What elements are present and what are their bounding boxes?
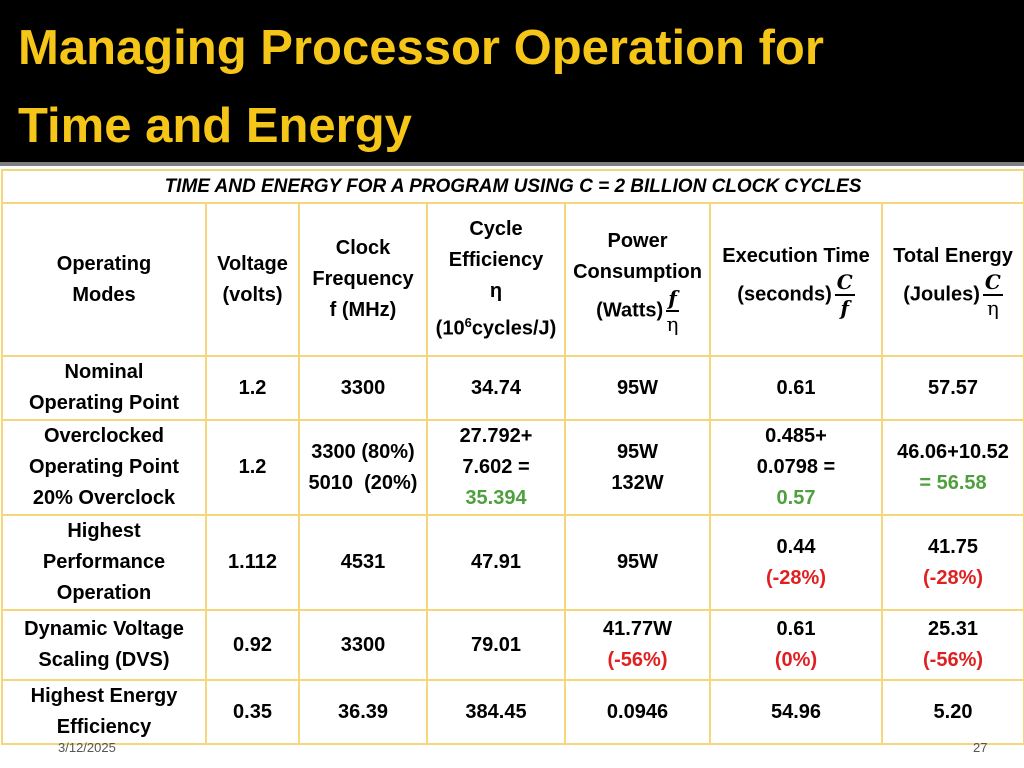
voltage-cell: 1.112 bbox=[205, 514, 300, 611]
exec-cell: 0.61 (0%) bbox=[709, 609, 883, 681]
title-bar: Managing Processor Operation for Time an… bbox=[0, 0, 1024, 162]
mode-cell: Overclocked Operating Point 20% Overclock bbox=[1, 419, 207, 516]
efficiency-cell: 47.91 bbox=[426, 514, 566, 611]
power-cell: 0.0946 bbox=[564, 679, 711, 745]
clock-cell: 36.39 bbox=[298, 679, 428, 745]
slide-title-line-2: Time and Energy bbox=[18, 99, 412, 153]
energy-cell: 57.57 bbox=[880, 355, 1024, 421]
voltage-cell: 0.92 bbox=[205, 609, 300, 681]
header-cycle-efficiency: Cycle Efficiency η (106cycles/J) bbox=[426, 202, 566, 357]
mode-cell: Highest Energy Efficiency bbox=[1, 679, 207, 745]
voltage-cell: 0.35 bbox=[205, 679, 300, 745]
mode-cell: Nominal Operating Point bbox=[1, 355, 207, 421]
header-modes: Operating Modes bbox=[1, 202, 207, 357]
power-cell: 95W bbox=[564, 514, 711, 611]
mode-cell: Highest Performance Operation bbox=[1, 514, 207, 611]
voltage-cell: 1.2 bbox=[205, 419, 300, 516]
power-cell: 41.77W (-56%) bbox=[564, 609, 711, 681]
voltage-cell: 1.2 bbox=[205, 355, 300, 421]
slide-number: 27 bbox=[973, 740, 988, 755]
clock-cell: 4531 bbox=[298, 514, 428, 611]
table-row: Dynamic Voltage Scaling (DVS) 0.92 3300 7… bbox=[1, 609, 1024, 681]
exec-cell: 0.485+ 0.0798 = 0.57 bbox=[709, 419, 883, 516]
efficiency-cell: 79.01 bbox=[426, 609, 566, 681]
slide-title-line-1: Managing Processor Operation for bbox=[18, 21, 824, 75]
efficiency-cell: 27.792+ 7.602 = 35.394 bbox=[426, 419, 566, 516]
header-power: Power Consumption (Watts) f η bbox=[564, 202, 711, 357]
exec-cell: 0.44 (-28%) bbox=[709, 514, 883, 611]
header-clock: Clock Frequency f (MHz) bbox=[298, 202, 428, 357]
efficiency-cell: 34.74 bbox=[426, 355, 566, 421]
table-row: Overclocked Operating Point 20% Overclock … bbox=[1, 419, 1024, 516]
table-row: Highest Energy Efficiency 0.35 36.39 384.… bbox=[1, 679, 1024, 745]
title-divider bbox=[0, 162, 1024, 166]
header-row: Operating Modes Voltage (volts) Clock Frequ… bbox=[1, 202, 1024, 357]
header-voltage: Voltage (volts) bbox=[205, 202, 300, 357]
table-caption: TIME AND ENERGY FOR A PROGRAM USING C = … bbox=[0, 169, 1024, 204]
energy-cell: 46.06+10.52 = 56.58 bbox=[880, 419, 1024, 516]
table-row: Nominal Operating Point 1.2 3300 34.74 95… bbox=[1, 355, 1024, 421]
energy-table: TIME AND ENERGY FOR A PROGRAM USING C = … bbox=[0, 169, 1024, 745]
slide-date: 3/12/2025 bbox=[58, 740, 116, 755]
energy-cell: 25.31 (-56%) bbox=[880, 609, 1024, 681]
clock-cell: 3300 bbox=[298, 355, 428, 421]
exec-cell: 0.61 bbox=[709, 355, 883, 421]
exec-cell: 54.96 bbox=[709, 679, 883, 745]
energy-cell: 5.20 bbox=[880, 679, 1024, 745]
efficiency-cell: 384.45 bbox=[426, 679, 566, 745]
table-row: Highest Performance Operation 1.112 4531 4… bbox=[1, 514, 1024, 611]
clock-cell: 3300 (80%) 5010 (20%) bbox=[298, 419, 428, 516]
power-cell: 95W bbox=[564, 355, 711, 421]
clock-cell: 3300 bbox=[298, 609, 428, 681]
mode-cell: Dynamic Voltage Scaling (DVS) bbox=[1, 609, 207, 681]
power-cell: 95W 132W bbox=[564, 419, 711, 516]
energy-cell: 41.75 (-28%) bbox=[880, 514, 1024, 611]
